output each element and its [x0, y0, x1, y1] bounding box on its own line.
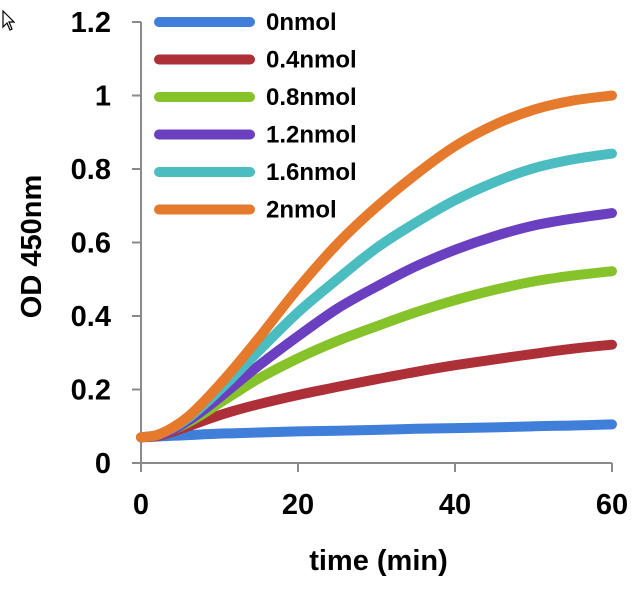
legend-label: 0nmol [266, 9, 337, 36]
y-tick-label: 1 [95, 81, 111, 113]
mouse-cursor-icon [2, 10, 16, 31]
x-tick-label: 60 [596, 489, 628, 521]
legend-label: 2nmol [266, 197, 337, 224]
y-tick-label: 1.2 [71, 7, 111, 39]
series-line-0nmol [136, 419, 617, 443]
y-tick-label: 0.4 [71, 301, 111, 333]
x-tick-label: 0 [133, 489, 149, 521]
ticks: 0 0.2 0.4 0.6 0.8 1 1.2 0 20 40 60 [71, 7, 628, 521]
legend-label: 1.2nmol [266, 122, 357, 149]
series-line-2nmol [136, 90, 617, 443]
x-tick-label: 20 [282, 489, 314, 521]
y-tick-label: 0.8 [71, 154, 111, 186]
legend-label: 1.6nmol [266, 159, 357, 186]
legend-label: 0.8nmol [266, 84, 357, 111]
series-lines [136, 90, 617, 443]
y-tick-label: 0.6 [71, 228, 111, 260]
y-tick-label: 0.2 [71, 375, 111, 407]
legend-label: 0.4nmol [266, 47, 357, 74]
x-axis-label: time (min) [309, 545, 448, 577]
x-tick-label: 40 [439, 489, 471, 521]
y-tick-label: 0 [95, 448, 111, 480]
legend: 0nmol 0.4nmol 0.8nmol 1.2nmol 1.6nmol 2nmol [154, 9, 357, 224]
y-axis-label: OD 450nm [16, 175, 48, 318]
